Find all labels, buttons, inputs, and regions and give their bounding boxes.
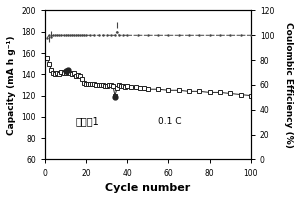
Y-axis label: Capacity (mA h g⁻¹): Capacity (mA h g⁻¹) — [7, 35, 16, 135]
Y-axis label: Coulombic Efficiency (%): Coulombic Efficiency (%) — [284, 22, 293, 148]
Text: 实施例1: 实施例1 — [76, 116, 100, 126]
Text: 0.1 C: 0.1 C — [158, 117, 182, 126]
X-axis label: Cycle number: Cycle number — [105, 183, 190, 193]
